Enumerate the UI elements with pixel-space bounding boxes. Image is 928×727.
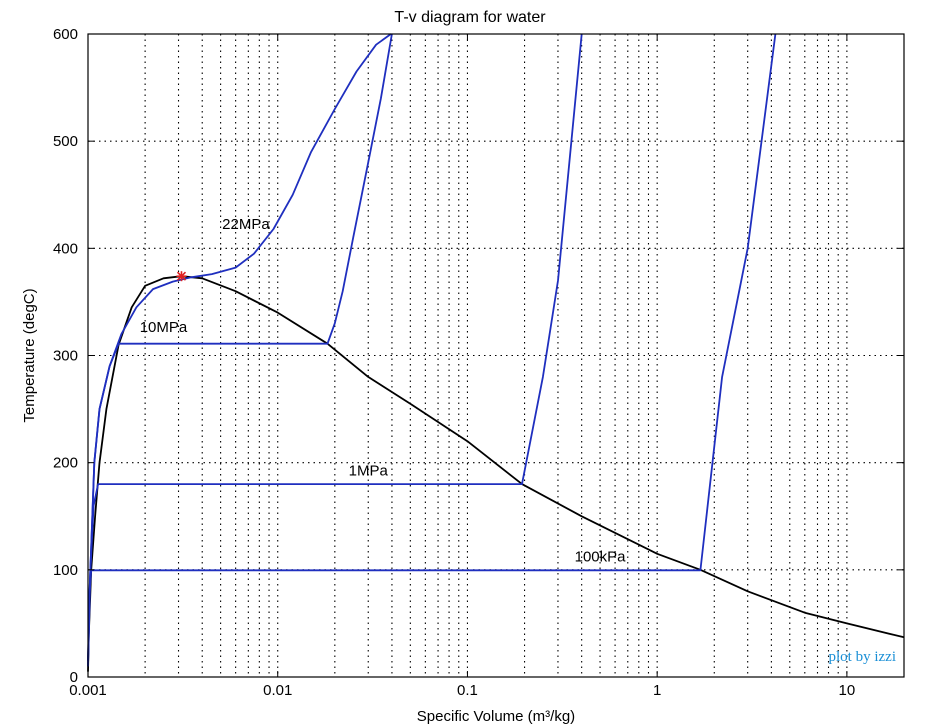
chart-title: T-v diagram for water <box>394 9 546 26</box>
y-axis-label: Temperature (degC) <box>21 288 38 422</box>
y-tick-label: 200 <box>53 455 78 472</box>
annotations-layer: 22MPa 10MPa 1MPa 100kPa <box>140 216 626 565</box>
plot-credit: plot by izzi <box>829 649 897 665</box>
x-tick-label: 1 <box>653 682 661 699</box>
series-100kpa <box>87 33 777 667</box>
grid <box>88 34 904 677</box>
y-tick-label: 500 <box>53 133 78 150</box>
critical-point-stroke <box>176 271 187 281</box>
y-tick-label: 300 <box>53 348 78 365</box>
series-1mpa <box>87 33 583 667</box>
isobar-label: 100kPa <box>575 548 627 565</box>
critical-point-layer <box>176 271 187 282</box>
y-tick-label: 400 <box>53 240 78 257</box>
series-10mpa <box>87 33 393 661</box>
critical-point-marker <box>176 271 187 282</box>
y-tick-label: 0 <box>70 669 78 686</box>
isobar-label: 22MPa <box>222 216 270 233</box>
series-22mpa <box>87 33 392 661</box>
series-layer <box>87 33 905 672</box>
x-tick-label: 0.01 <box>263 682 292 699</box>
x-tick-label: 0.1 <box>457 682 478 699</box>
y-tick-label: 100 <box>53 562 78 579</box>
y-tick-label: 600 <box>53 26 78 43</box>
series-saturation-dome <box>87 275 905 672</box>
isobar-label: 10MPa <box>140 319 188 336</box>
x-axis-label: Specific Volume (m³/kg) <box>417 708 575 725</box>
x-tick-label: 10 <box>839 682 856 699</box>
isobar-label: 1MPa <box>349 463 389 480</box>
x-tick-label: 0.001 <box>69 682 107 699</box>
